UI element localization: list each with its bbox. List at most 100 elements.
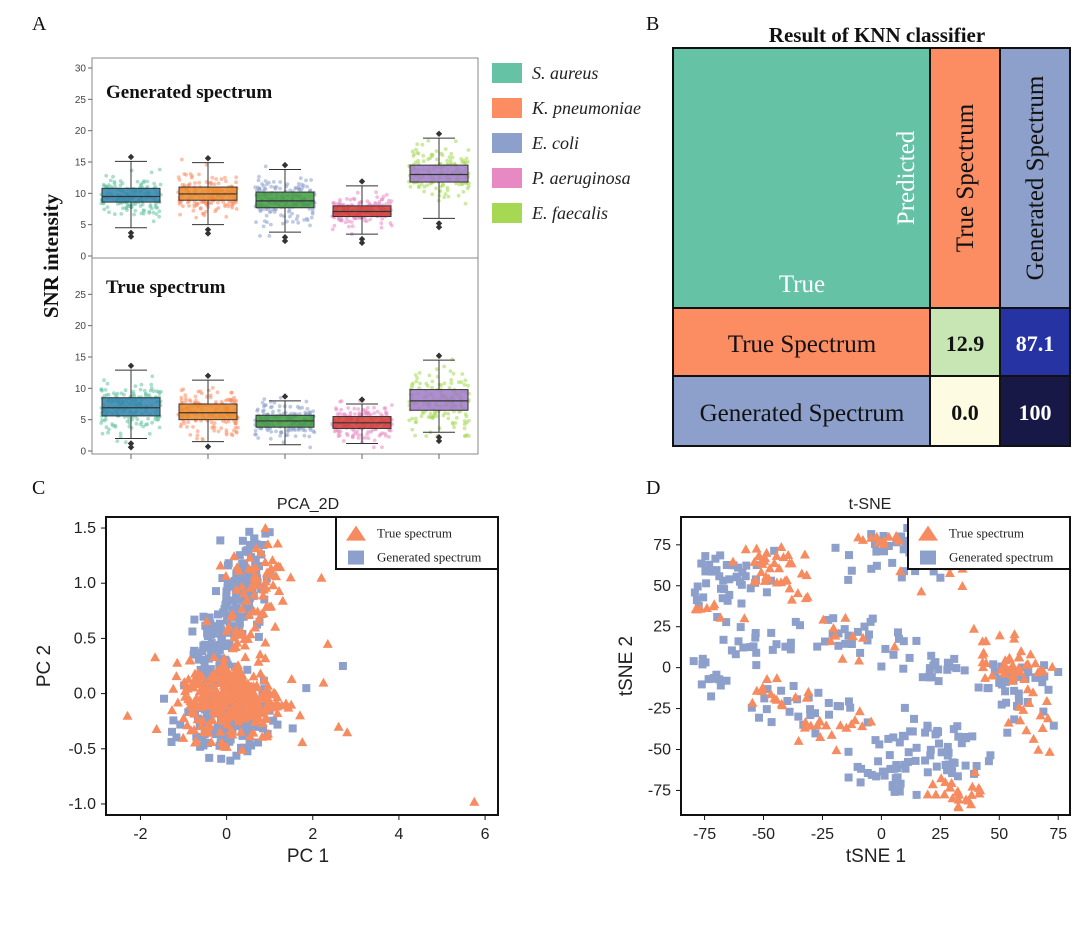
panel-a-point [253,428,258,433]
panel-a-point [356,407,361,411]
pca-generated-point [232,751,241,760]
panel-a-point [463,412,468,417]
tsne-generated-point [932,762,941,771]
tsne-true-point [953,802,964,812]
tsne-generated-point [1044,685,1053,694]
tsne-generated-point [751,629,760,637]
panel-a-point [265,428,270,433]
tsne-generated-point [1040,672,1049,681]
tsne-true-point [853,532,864,542]
panel-a-point [294,217,299,222]
panel-a-point [105,205,110,210]
panel-a-point [334,201,338,206]
pca-true-point [180,686,191,696]
panel-a-point [426,138,431,143]
pca-true-point [218,698,229,708]
panel-a-point [157,214,162,219]
pca-xtick-label: 0 [222,826,231,843]
tsne-xtick-label: 0 [877,826,886,843]
tsne-generated-point [1010,686,1019,695]
tsne-generated-point [785,707,794,716]
tsne-generated-point [762,588,771,597]
tsne-true-point [826,729,837,739]
panel-a-point [223,204,228,209]
tsne-generated-point [806,711,815,720]
tsne-true-point [803,686,814,696]
panel-a-point [431,415,435,420]
tsne-generated-point [927,673,936,682]
tsne-generated-point [824,699,833,707]
tsne-generated-point [770,546,779,555]
tsne-true-point [866,716,877,726]
pca-true-point [227,711,238,721]
panel-a-point [374,190,378,195]
panel-a-point [180,157,184,162]
tsne-generated-point [713,613,722,621]
panel-a-point [182,172,187,176]
pca-generated-point [184,708,193,717]
tsne-true-point [857,534,868,544]
panel-a-point [425,183,430,188]
panel-a-point [139,420,144,425]
pca-true-point [248,681,259,690]
panel-a-outlier [435,130,443,137]
tsne-true-point [771,550,782,560]
tsne-true-point [769,558,780,568]
panel-a-point [230,205,235,210]
panel-a-point [308,445,313,450]
panel-a-point [342,412,347,417]
tsne-generated-point [716,551,725,560]
pca-true-point [208,669,219,679]
panel-a-point [216,429,221,434]
panel-a-point [379,197,384,202]
tsne-true-point [952,787,963,797]
tsne-true-point [1004,654,1015,664]
pca-true-point [207,715,218,724]
pca-true-point [236,603,247,613]
pca-true-point [271,697,282,707]
pca-true-point [235,726,246,736]
tsne-generated-point [718,594,727,603]
panel-a-point [430,385,434,390]
panel-a-point [449,151,454,156]
pca-true-point [190,668,200,678]
tsne-generated-point [934,677,943,686]
panel-a-point [443,147,448,152]
tsne-true-point [968,623,979,633]
knn-grid [672,47,1071,447]
tsne-true-point [1019,674,1030,683]
pca-generated-point [215,646,224,655]
panel-a-point [447,386,452,390]
pca-true-point [151,724,162,733]
panel-a-point [422,184,427,189]
tsne-true-point [1007,675,1018,685]
pca-plot-area: -2 0 2 4 6 -1.0 -0.5 0.0 0.5 1.0 1.5 True spectrum G… [68,516,499,843]
panel-a-point [234,430,239,435]
tsne-true-point [1041,696,1052,705]
tsne-true-point [846,719,857,729]
pca-true-point [239,634,250,643]
panel-a-point [407,418,412,423]
tsne-true-point [999,668,1010,678]
panel-a-point [254,220,258,225]
pca-true-point [255,692,266,702]
tsne-true-point [835,720,846,730]
tsne-generated-point [860,622,869,631]
pca-generated-point [238,731,247,740]
tsne-generated-point [863,636,872,645]
tsne-true-point [1028,687,1038,697]
tsne-generated-point [888,558,897,567]
tsne-true-point [871,531,882,541]
pca-generated-point [240,722,249,731]
pca-generated-point [223,583,232,592]
pca-true-point [218,706,229,716]
tsne-generated-point [711,554,720,563]
tsne-generated-point [727,646,736,655]
panel-a-point [286,209,291,214]
panel-a-point [279,213,283,218]
tsne-generated-point [935,739,943,748]
tsne-generated-point [1039,707,1048,716]
pca-generated-point [203,670,212,679]
pca-true-point [168,683,179,693]
pca-generated-point [209,629,218,638]
